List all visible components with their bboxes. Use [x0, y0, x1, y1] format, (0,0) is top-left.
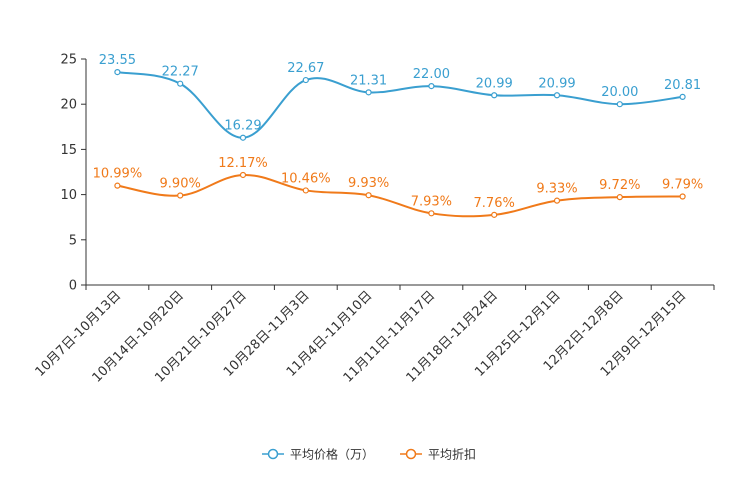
- data-label: 20.00: [601, 85, 638, 100]
- data-point[interactable]: [302, 76, 309, 84]
- legend: 平均价格（万） 平均折扣: [262, 447, 476, 462]
- legend-label: 平均价格（万）: [290, 447, 374, 462]
- y-tick-label: 10: [60, 188, 77, 203]
- data-point[interactable]: [177, 192, 184, 199]
- legend-item[interactable]: 平均价格（万）: [262, 447, 374, 462]
- legend-label: 平均折扣: [428, 447, 476, 462]
- legend-marker-icon: [405, 448, 417, 460]
- data-point[interactable]: [553, 92, 561, 99]
- data-point[interactable]: [428, 83, 435, 90]
- series-line: [117, 71, 683, 139]
- y-tick-label: 15: [60, 143, 77, 158]
- data-point[interactable]: [239, 171, 247, 179]
- data-label: 20.99: [538, 76, 575, 91]
- series-layer: [114, 69, 686, 218]
- y-tick-label: 5: [69, 233, 77, 248]
- data-label: 16.29: [224, 119, 261, 134]
- y-tick-label: 25: [60, 53, 77, 68]
- y-tick-label: 0: [69, 279, 77, 294]
- data-point[interactable]: [679, 93, 686, 100]
- data-label: 9.90%: [160, 177, 201, 192]
- data-point[interactable]: [114, 69, 121, 76]
- data-point[interactable]: [616, 101, 623, 108]
- data-label: 23.55: [99, 53, 136, 68]
- axes: 051015202510月7日-10月13日10月14日-10月20日10月21…: [33, 53, 715, 386]
- data-point[interactable]: [679, 193, 686, 200]
- data-point[interactable]: [114, 182, 121, 189]
- data-label: 12.17%: [218, 156, 268, 171]
- series-line: [117, 173, 683, 218]
- legend-marker-icon: [267, 448, 279, 460]
- data-label: 9.72%: [599, 178, 640, 193]
- data-label: 10.46%: [281, 171, 331, 186]
- data-point[interactable]: [491, 211, 498, 218]
- data-label: 9.33%: [536, 182, 577, 197]
- data-label: 7.76%: [474, 196, 515, 211]
- data-point[interactable]: [177, 80, 184, 87]
- data-point[interactable]: [365, 89, 372, 96]
- data-point[interactable]: [302, 187, 309, 194]
- data-label: 20.81: [664, 78, 701, 93]
- data-label: 22.67: [287, 61, 324, 76]
- data-point[interactable]: [239, 134, 247, 141]
- data-point[interactable]: [616, 194, 623, 201]
- y-tick-label: 20: [60, 98, 77, 113]
- data-label: 9.79%: [662, 177, 703, 192]
- data-label: 22.27: [162, 65, 199, 80]
- data-label: 9.93%: [348, 176, 389, 191]
- data-point[interactable]: [428, 210, 435, 217]
- data-label: 21.31: [350, 73, 387, 88]
- data-labels: 23.55 22.27 16.29 22.67 21.31 22.00 20.99 20.99…: [93, 53, 704, 211]
- data-label: 20.99: [476, 76, 513, 91]
- legend-item[interactable]: 平均折扣: [400, 447, 476, 462]
- data-point[interactable]: [365, 192, 372, 199]
- data-label: 22.00: [413, 67, 450, 82]
- data-point[interactable]: [491, 92, 498, 99]
- data-label: 10.99%: [93, 167, 143, 182]
- data-point[interactable]: [553, 197, 561, 204]
- data-label: 7.93%: [411, 194, 452, 209]
